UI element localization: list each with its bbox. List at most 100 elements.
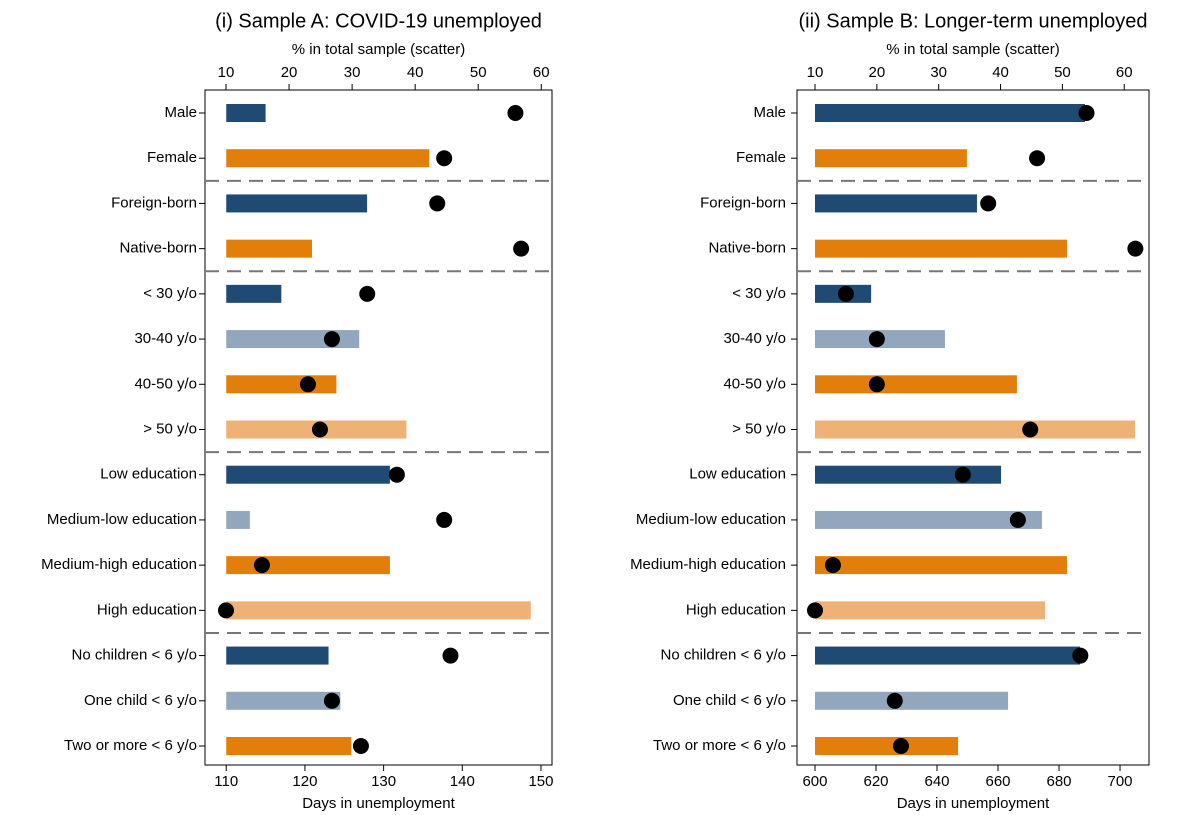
bar: [226, 375, 337, 394]
y-tick-label: Two or more < 6 y/o: [653, 737, 786, 754]
scatter-point: [1022, 421, 1039, 438]
x-tick-label: 660: [985, 773, 1010, 790]
y-tick-label: > 50 y/o: [732, 420, 786, 437]
bar: [814, 737, 959, 755]
scatter-point: [806, 602, 823, 619]
x-tick-label: 140: [450, 773, 475, 790]
y-tick-label: Medium-high education: [41, 556, 197, 573]
bar: [814, 601, 1045, 620]
scatter-point: [359, 285, 376, 302]
y-tick-label: 40-50 y/o: [723, 375, 786, 392]
x-tick-label: 130: [371, 773, 396, 790]
y-tick-label: Male: [753, 104, 786, 121]
y-tick-label: 40-50 y/o: [134, 375, 197, 392]
x-tick-label: 120: [292, 773, 317, 790]
bar: [814, 465, 1002, 484]
y-tick-label: High education: [686, 601, 786, 618]
y-tick-label: One child < 6 y/o: [673, 692, 786, 709]
scatter-point: [1072, 647, 1089, 664]
scatter-point: [892, 738, 909, 754]
scatter-point: [436, 150, 453, 167]
bar: [226, 104, 266, 122]
bar: [226, 737, 352, 755]
y-tick-label: High education: [97, 601, 197, 618]
scatter-point: [954, 466, 971, 483]
scatter-point: [837, 285, 854, 302]
bar: [226, 556, 390, 575]
x2-tick-label: 40: [992, 64, 1009, 81]
x-tick-label: 700: [1108, 773, 1133, 790]
x-tick-label: 110: [214, 773, 238, 790]
scatter-point: [513, 240, 530, 257]
scatter-point: [436, 511, 453, 528]
scatter-point: [429, 195, 446, 212]
scatter-point: [1078, 105, 1095, 121]
bar: [814, 239, 1067, 258]
x2-tick-label: 10: [218, 64, 235, 81]
scatter-point: [886, 692, 903, 709]
y-tick-label: Foreign-born: [700, 194, 786, 211]
plot-frame: [796, 89, 1150, 766]
bar: [814, 149, 967, 168]
y-tick-label: < 30 y/o: [732, 285, 786, 302]
x-tick-label: 640: [924, 773, 949, 790]
bar: [814, 556, 1067, 575]
scatter-point: [1029, 150, 1046, 167]
y-tick-label: Foreign-born: [111, 194, 197, 211]
x2-tick-label: 50: [470, 64, 487, 81]
bar: [226, 465, 390, 484]
y-tick-label: 30-40 y/o: [134, 330, 197, 347]
y-tick-label: Medium-low education: [47, 511, 197, 528]
y-tick-label: Medium-low education: [636, 511, 786, 528]
x2-tick-label: 50: [1054, 64, 1071, 81]
bar: [226, 601, 531, 620]
bar: [814, 375, 1017, 394]
x-axis-label: Days in unemployment: [897, 795, 1050, 812]
x-axis-label: Days in unemployment: [302, 795, 455, 812]
bar: [226, 284, 282, 303]
y-tick-label: > 50 y/o: [143, 420, 197, 437]
x2-tick-label: 10: [807, 64, 824, 81]
scatter-point: [442, 647, 459, 664]
y-tick-label: Medium-high education: [630, 556, 786, 573]
x2-axis-label: % in total sample (scatter): [886, 41, 1059, 58]
x2-tick-label: 60: [1116, 64, 1133, 81]
scatter-point: [868, 376, 885, 393]
y-tick-label: < 30 y/o: [143, 285, 197, 302]
x-tick-label: 600: [802, 773, 827, 790]
scatter-point: [311, 421, 328, 438]
scatter-point: [388, 466, 405, 483]
bar: [814, 646, 1081, 665]
x2-tick-label: 20: [869, 64, 886, 81]
scatter-point: [217, 602, 234, 619]
bar: [226, 194, 368, 213]
y-tick-label: Two or more < 6 y/o: [64, 737, 197, 754]
bar: [226, 646, 329, 665]
chart-title: (i) Sample A: COVID-19 unemployed: [215, 10, 542, 32]
x2-axis-label: % in total sample (scatter): [292, 41, 465, 58]
scatter-point: [323, 331, 340, 348]
x-tick-label: 680: [1047, 773, 1072, 790]
y-tick-label: Low education: [100, 466, 197, 483]
x2-tick-label: 60: [533, 64, 550, 81]
y-tick-label: Low education: [689, 466, 786, 483]
y-tick-label: No children < 6 y/o: [661, 647, 787, 664]
y-tick-label: Male: [164, 104, 197, 121]
bar: [226, 510, 250, 529]
x2-tick-label: 30: [930, 64, 947, 81]
y-tick-label: Female: [147, 149, 197, 166]
bar: [814, 420, 1135, 439]
y-tick-label: 30-40 y/o: [723, 330, 786, 347]
scatter-point: [980, 195, 997, 212]
bar: [226, 149, 430, 168]
scatter-point: [352, 738, 369, 754]
scatter-point: [299, 376, 316, 393]
y-tick-label: One child < 6 y/o: [84, 692, 197, 709]
scatter-point: [1009, 511, 1026, 528]
x-tick-label: 620: [863, 773, 888, 790]
bar: [226, 239, 313, 258]
x2-tick-label: 20: [281, 64, 298, 81]
y-tick-label: No children < 6 y/o: [72, 647, 198, 664]
scatter-point: [1127, 240, 1144, 257]
